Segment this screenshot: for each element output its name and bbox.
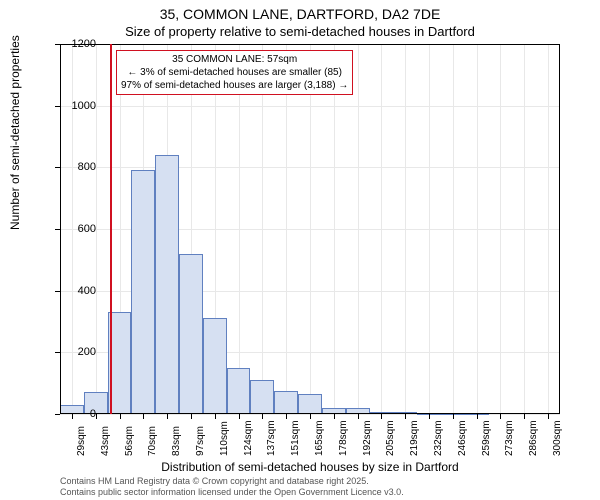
x-tick-mark (524, 414, 525, 419)
y-axis-label: Number of semi-detached properties (8, 35, 22, 230)
annotation-box: 35 COMMON LANE: 57sqm ← 3% of semi-detac… (116, 50, 353, 95)
x-tick-mark (286, 414, 287, 419)
x-tick-label: 151sqm (290, 420, 301, 456)
x-tick-label: 124sqm (243, 420, 254, 456)
x-tick-mark (548, 414, 549, 419)
x-tick-mark (477, 414, 478, 419)
x-axis-label: Distribution of semi-detached houses by … (60, 460, 560, 474)
x-tick-label: 178sqm (338, 420, 349, 456)
x-tick-label: 286sqm (528, 420, 539, 456)
x-tick-mark (96, 414, 97, 419)
y-tick-mark (55, 167, 60, 168)
footer-line1: Contains HM Land Registry data © Crown c… (60, 476, 404, 487)
x-tick-label: 165sqm (314, 420, 325, 456)
x-tick-mark (262, 414, 263, 419)
y-tick-label: 1000 (72, 100, 96, 112)
x-tick-label: 219sqm (409, 420, 420, 456)
y-tick-label: 1200 (72, 38, 96, 50)
x-tick-mark (334, 414, 335, 419)
y-tick-mark (55, 414, 60, 415)
x-tick-mark (429, 414, 430, 419)
y-tick-label: 400 (78, 285, 96, 297)
annotation-line1: 35 COMMON LANE: 57sqm (121, 53, 348, 66)
x-tick-mark (405, 414, 406, 419)
annotation-line3: 97% of semi-detached houses are larger (… (121, 79, 348, 92)
x-tick-mark (310, 414, 311, 419)
chart-title-line1: 35, COMMON LANE, DARTFORD, DA2 7DE (0, 0, 600, 22)
x-tick-label: 273sqm (504, 420, 515, 456)
x-tick-mark (239, 414, 240, 419)
x-tick-mark (72, 414, 73, 419)
x-tick-label: 43sqm (100, 426, 111, 456)
y-tick-label: 800 (78, 161, 96, 173)
y-tick-label: 200 (78, 346, 96, 358)
x-tick-label: 192sqm (362, 420, 373, 456)
x-tick-label: 97sqm (195, 426, 206, 456)
plot-area (60, 44, 560, 414)
chart-title-line2: Size of property relative to semi-detach… (0, 22, 600, 39)
x-tick-label: 70sqm (147, 426, 158, 456)
y-tick-mark (55, 229, 60, 230)
x-tick-label: 110sqm (219, 421, 230, 456)
property-marker-line (110, 44, 112, 414)
x-tick-label: 300sqm (552, 420, 563, 456)
x-tick-mark (215, 414, 216, 419)
y-tick-label: 600 (78, 223, 96, 235)
y-tick-mark (55, 106, 60, 107)
footer-text: Contains HM Land Registry data © Crown c… (60, 476, 404, 498)
annotation-line2: ← 3% of semi-detached houses are smaller… (121, 66, 348, 79)
x-tick-label: 205sqm (385, 420, 396, 456)
x-tick-mark (381, 414, 382, 419)
x-tick-mark (191, 414, 192, 419)
footer-line2: Contains public sector information licen… (60, 487, 404, 498)
x-tick-mark (167, 414, 168, 419)
x-tick-mark (453, 414, 454, 419)
x-tick-label: 29sqm (76, 426, 87, 456)
y-tick-mark (55, 291, 60, 292)
x-tick-mark (358, 414, 359, 419)
x-tick-mark (500, 414, 501, 419)
x-tick-mark (120, 414, 121, 419)
x-tick-label: 246sqm (457, 420, 468, 456)
y-tick-mark (55, 352, 60, 353)
x-tick-label: 232sqm (433, 420, 444, 456)
x-tick-label: 259sqm (481, 420, 492, 456)
y-tick-mark (55, 44, 60, 45)
x-tick-label: 83sqm (171, 426, 182, 456)
x-tick-label: 56sqm (124, 426, 135, 456)
x-tick-label: 137sqm (266, 420, 277, 456)
chart-container: 35, COMMON LANE, DARTFORD, DA2 7DE Size … (0, 0, 600, 500)
x-tick-mark (143, 414, 144, 419)
